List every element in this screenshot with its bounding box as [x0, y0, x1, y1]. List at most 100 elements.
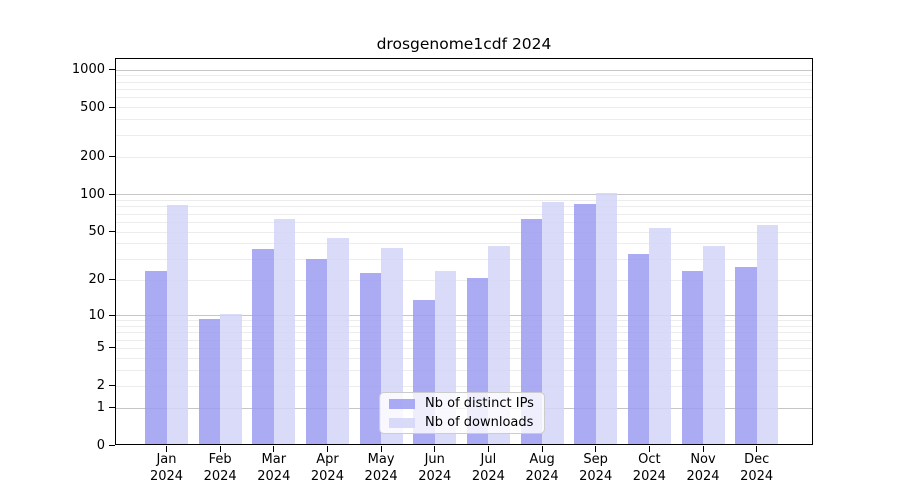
y-axis-tick-label: 200 [80, 149, 105, 165]
gridline-minor [116, 221, 812, 223]
y-axis-tick-label: 10 [88, 307, 105, 323]
gridline-minor [116, 325, 812, 327]
y-axis-tick-mark [109, 193, 115, 195]
bar-downloads [756, 224, 779, 444]
gridline-minor [116, 134, 812, 136]
gridline-minor [116, 156, 812, 158]
x-axis-month-label: Apr [316, 452, 339, 467]
x-axis-month-label: Jul [480, 452, 497, 467]
y-axis-tick-mark [109, 347, 115, 349]
x-axis-tick-mark [541, 446, 543, 452]
gridline-minor [116, 370, 812, 372]
y-axis-tick-mark [109, 69, 115, 71]
gridline-minor [116, 385, 812, 387]
y-axis-tick-label: 20 [88, 272, 105, 288]
gridline-minor [116, 81, 812, 83]
bar-distinct-ips [305, 258, 328, 444]
y-axis-tick-label: 500 [80, 99, 105, 115]
legend-swatch-distinct-ips [389, 398, 415, 409]
y-axis-tick-label: 50 [88, 224, 105, 240]
y-axis-tick-mark [109, 279, 115, 281]
x-axis-month-label: Nov [690, 452, 716, 467]
y-axis-tick-label: 1 [96, 400, 105, 416]
bar-distinct-ips [735, 266, 757, 444]
bar-downloads [595, 192, 618, 444]
y-axis-tick-mark [109, 445, 115, 446]
y-axis-tick-mark [109, 385, 115, 387]
x-axis-year-label: 2024 [149, 469, 184, 484]
y-axis-tick-label: 5 [96, 340, 105, 356]
x-axis-tick-mark [702, 446, 704, 452]
bar-distinct-ips [520, 218, 543, 444]
bar-downloads [703, 246, 725, 444]
bar-distinct-ips [145, 271, 167, 444]
y-axis-tick-label: 0 [96, 438, 105, 453]
x-axis-tick-mark [756, 446, 758, 452]
x-axis-year-label: 2024 [686, 469, 720, 484]
bar-distinct-ips [681, 271, 703, 444]
x-axis-tick-mark [166, 446, 167, 452]
y-axis-tick-mark [109, 106, 115, 108]
x-axis-tick-mark [380, 446, 382, 452]
legend-item-distinct-ips: Nb of distinct IPs [389, 396, 535, 411]
x-axis-year-label: 2024 [364, 469, 398, 484]
y-axis-tick-mark [109, 156, 115, 158]
legend-label-distinct-ips: Nb of distinct IPs [425, 396, 534, 411]
gridline-major [116, 194, 812, 196]
bar-distinct-ips [252, 249, 274, 444]
x-axis-year-label: 2024 [525, 469, 559, 484]
x-axis-tick-mark [219, 446, 221, 452]
x-axis-year-label: 2024 [632, 469, 666, 484]
gridline-minor [116, 339, 812, 341]
legend-label-downloads: Nb of downloads [425, 415, 534, 430]
gridline-minor [116, 88, 812, 90]
bar-distinct-ips [198, 318, 221, 444]
x-axis-tick-mark [487, 446, 489, 452]
x-axis-year-label: 2024 [471, 469, 505, 484]
bar-downloads [327, 238, 349, 444]
gridline-minor [116, 206, 812, 208]
y-axis-tick-label: 100 [80, 186, 105, 202]
gridline-minor [116, 243, 812, 245]
gridline-major [116, 315, 812, 316]
bar-downloads [273, 218, 296, 444]
bar-downloads [542, 201, 564, 444]
legend-item-downloads: Nb of downloads [389, 415, 535, 430]
x-axis-tick-mark [595, 446, 597, 452]
x-axis-month-label: Feb [208, 452, 232, 467]
bar-downloads [649, 227, 671, 444]
x-axis-year-label: 2024 [579, 469, 613, 484]
y-axis-tick-mark [109, 231, 115, 233]
y-axis-tick-label: 1000 [71, 62, 105, 78]
x-axis-month-label: May [367, 452, 395, 467]
x-axis-tick-mark [326, 446, 328, 452]
x-axis-month-label: Oct [638, 452, 661, 467]
gridline-major [116, 69, 812, 71]
x-axis-year-label: 2024 [203, 469, 237, 484]
bar-downloads [166, 204, 188, 444]
chart-title: drosgenome1cdf 2024 [376, 35, 552, 53]
x-axis-year-label: 2024 [257, 469, 291, 484]
legend: Nb of distinct IPs Nb of downloads [379, 392, 545, 434]
gridline-minor [116, 231, 812, 233]
gridline-minor [116, 75, 812, 77]
x-axis-month-label: Mar [261, 452, 287, 467]
plot-area [115, 58, 813, 445]
gridline-minor [116, 258, 812, 260]
bar-distinct-ips [359, 273, 382, 444]
x-axis-month-label: Jun [424, 452, 445, 467]
gridline-minor [116, 200, 812, 202]
x-axis-year-label: 2024 [740, 469, 774, 484]
x-axis-month-label: Jan [156, 452, 177, 467]
x-axis-tick-mark [434, 446, 436, 452]
legend-swatch-downloads [389, 417, 415, 428]
x-axis-month-label: Dec [744, 452, 770, 467]
gridline-minor [116, 357, 812, 359]
x-axis-year-label: 2024 [418, 469, 452, 484]
x-axis-month-label: Aug [529, 452, 555, 467]
y-axis-tick-label: 2 [96, 378, 105, 394]
x-axis-tick-mark [648, 446, 650, 452]
bar-distinct-ips [627, 253, 650, 444]
gridline-minor [116, 332, 812, 334]
